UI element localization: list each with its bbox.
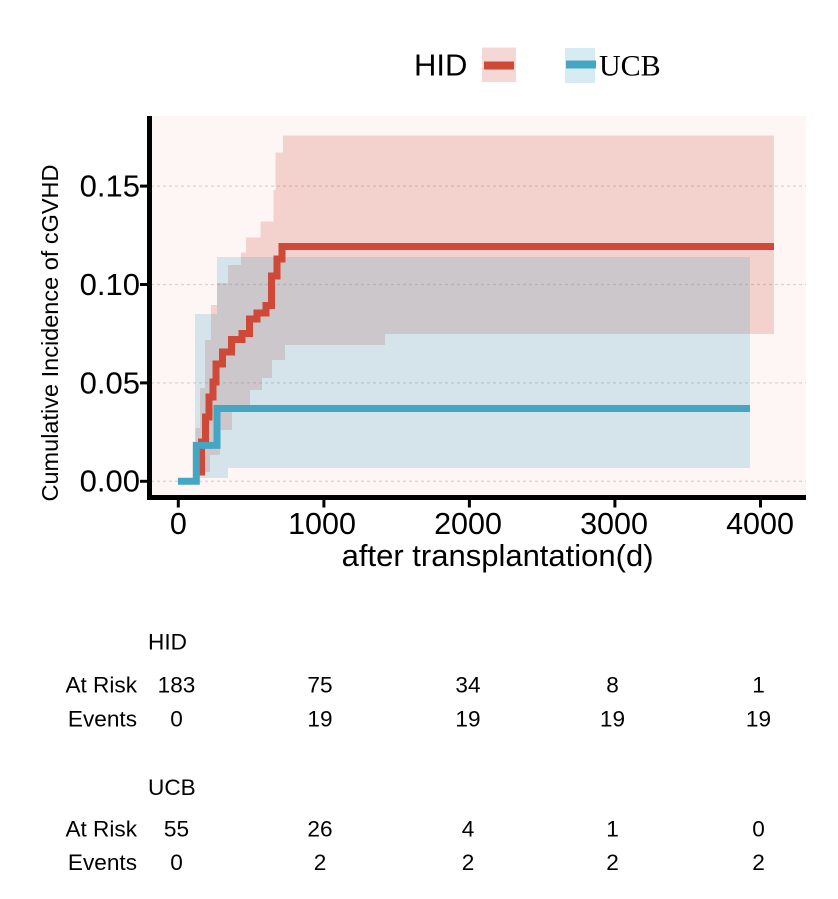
svg-text:1: 1 [606,817,619,842]
svg-text:0.15: 0.15 [80,169,140,204]
svg-text:HID: HID [414,48,467,83]
svg-text:1: 1 [752,673,765,698]
svg-text:0: 0 [170,707,183,732]
svg-text:2: 2 [752,850,765,875]
svg-text:55: 55 [164,817,189,842]
svg-text:19: 19 [455,707,480,732]
svg-text:75: 75 [307,673,332,698]
svg-text:34: 34 [455,673,480,698]
svg-text:HID: HID [148,630,187,655]
svg-text:UCB: UCB [148,775,196,800]
svg-text:UCB: UCB [599,50,661,83]
svg-text:Events: Events [68,850,137,875]
svg-text:Events: Events [68,707,137,732]
svg-text:0.10: 0.10 [80,267,140,302]
svg-text:19: 19 [600,707,625,732]
svg-text:2000: 2000 [434,507,502,541]
svg-text:At Risk: At Risk [65,673,137,698]
svg-text:0: 0 [752,817,765,842]
svg-text:2: 2 [606,850,619,875]
svg-text:4: 4 [462,817,475,842]
svg-text:2: 2 [314,850,327,875]
svg-text:0: 0 [170,850,183,875]
svg-text:1000: 1000 [288,507,356,541]
svg-text:0: 0 [170,507,187,541]
svg-text:2: 2 [462,850,475,875]
svg-text:after transplantation(d): after transplantation(d) [342,538,654,573]
svg-text:4000: 4000 [726,507,794,541]
svg-text:8: 8 [606,673,619,698]
svg-text:19: 19 [746,707,771,732]
svg-text:26: 26 [307,817,332,842]
svg-text:At Risk: At Risk [65,817,137,842]
svg-text:Cumulative Incidence of cGVHD: Cumulative Incidence of cGVHD [37,165,63,502]
svg-text:183: 183 [158,673,196,698]
svg-text:0.05: 0.05 [80,365,140,400]
svg-text:0.00: 0.00 [80,464,140,499]
svg-text:3000: 3000 [580,507,648,541]
svg-text:19: 19 [307,707,332,732]
